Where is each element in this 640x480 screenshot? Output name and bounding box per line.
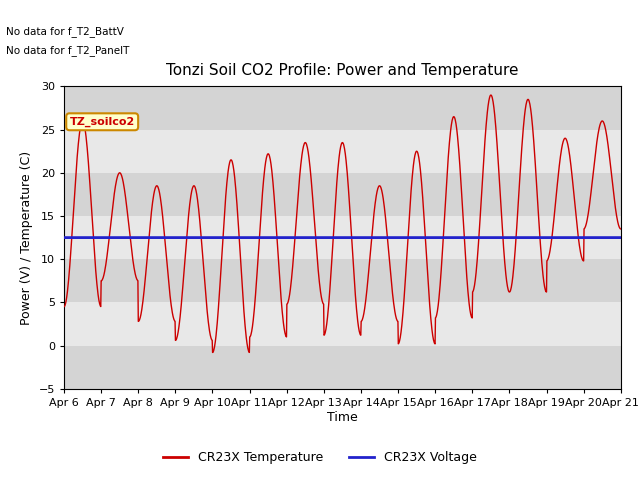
Text: TZ_soilco2: TZ_soilco2: [70, 117, 135, 127]
Bar: [64, 86, 621, 130]
Bar: [64, 216, 621, 259]
Y-axis label: Power (V) / Temperature (C): Power (V) / Temperature (C): [20, 151, 33, 324]
Bar: [64, 130, 621, 173]
Bar: [64, 302, 621, 346]
Bar: [64, 259, 621, 302]
Bar: [64, 346, 621, 389]
X-axis label: Time: Time: [327, 410, 358, 424]
Text: No data for f_T2_PanelT: No data for f_T2_PanelT: [6, 45, 130, 56]
Text: No data for f_T2_BattV: No data for f_T2_BattV: [6, 25, 124, 36]
Title: Tonzi Soil CO2 Profile: Power and Temperature: Tonzi Soil CO2 Profile: Power and Temper…: [166, 63, 518, 78]
Legend: CR23X Temperature, CR23X Voltage: CR23X Temperature, CR23X Voltage: [159, 446, 481, 469]
Bar: [64, 173, 621, 216]
